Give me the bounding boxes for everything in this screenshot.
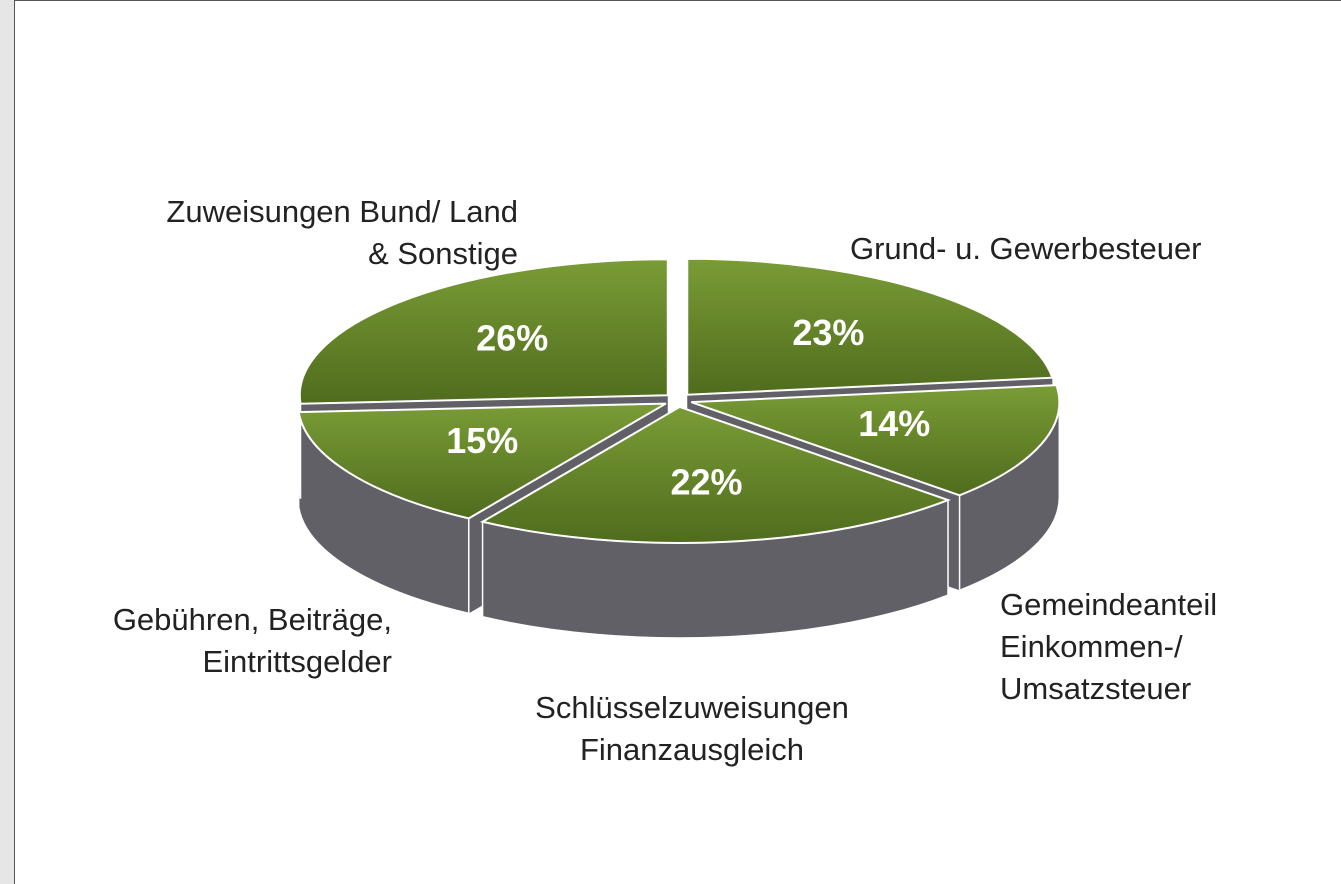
value-label: 15% — [446, 420, 518, 461]
slice — [479, 405, 951, 544]
side-strip — [0, 0, 14, 884]
category-label: Gebühren, Beiträge, Eintrittsgelder — [112, 602, 392, 679]
value-label: 23% — [792, 312, 864, 353]
slice — [298, 258, 669, 405]
category-label: Schlüsselzuweisungen Finanzausgleich — [535, 690, 849, 767]
slice — [690, 384, 1061, 497]
value-label: 22% — [670, 462, 742, 503]
slice — [297, 402, 667, 520]
category-label: Gemeindeanteil Einkommen-/ Umsatzsteuer — [1000, 587, 1218, 706]
value-label: 14% — [858, 403, 930, 444]
category-label: Zuweisungen Bund/ Land & Sonstige — [166, 194, 518, 271]
slice — [686, 257, 1054, 396]
slice-side — [299, 395, 302, 499]
category-label: Grund- u. Gewerbesteuer — [850, 231, 1202, 266]
value-label: 26% — [476, 318, 548, 359]
